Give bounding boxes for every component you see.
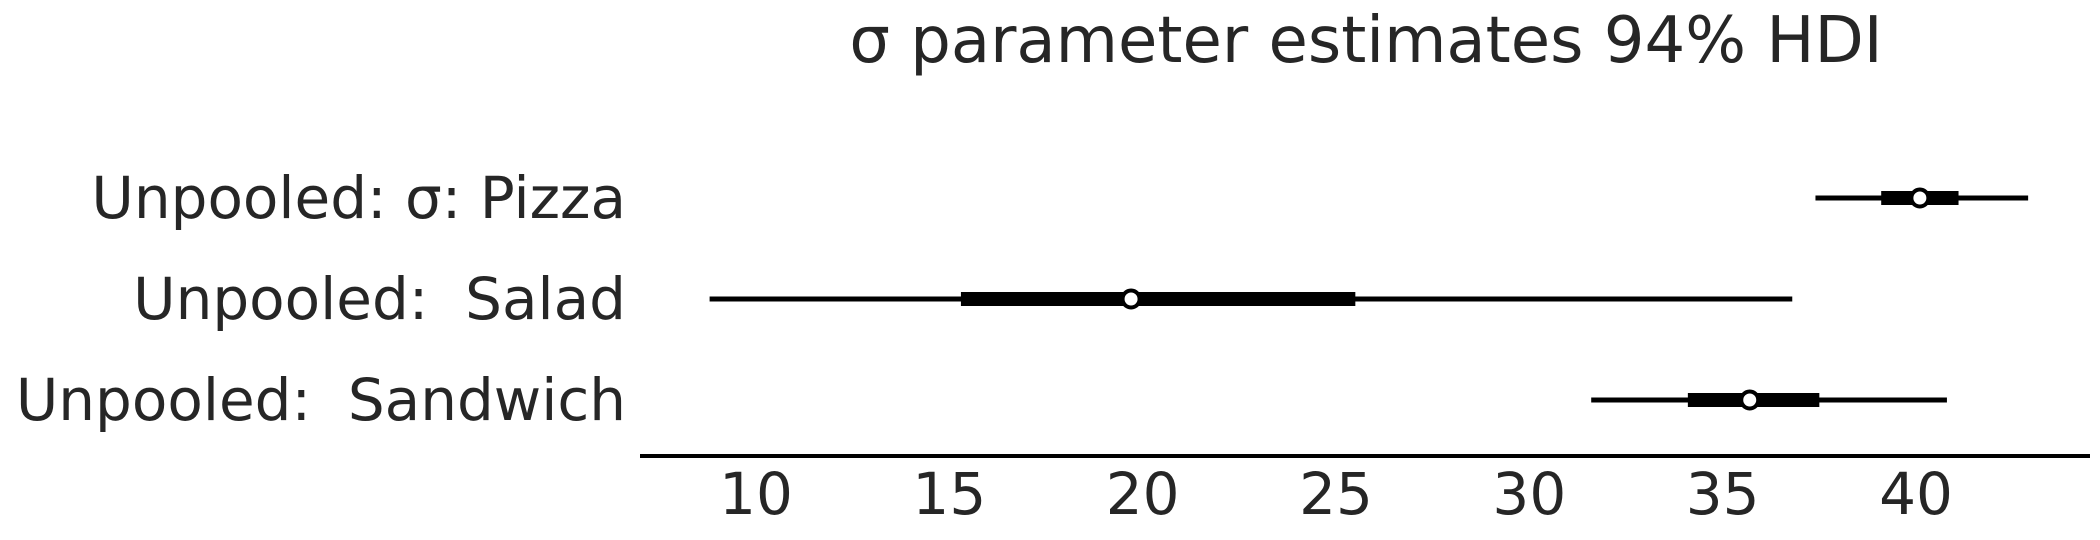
x-axis-ticks: 10 15 20 25 30 35 40: [719, 460, 1953, 528]
row-label: Unpooled: Salad: [133, 265, 626, 333]
row-label: Unpooled: σ: Pizza: [91, 164, 626, 232]
median-point: [1909, 187, 1931, 209]
median-point: [1120, 288, 1142, 310]
x-tick-label: 20: [1106, 460, 1180, 528]
x-tick-label: 35: [1686, 460, 1760, 528]
x-tick-label: 30: [1492, 460, 1566, 528]
x-tick-label: 10: [719, 460, 793, 528]
row-label: Unpooled: Sandwich: [16, 366, 626, 434]
rows-group: Unpooled: σ: Pizza Unpooled: Salad Unpoole…: [16, 164, 2029, 434]
forest-row: Unpooled: σ: Pizza: [91, 164, 2029, 232]
x-tick-label: 15: [912, 460, 986, 528]
forest-row: Unpooled: Sandwich: [16, 366, 1947, 434]
forest-row: Unpooled: Salad: [133, 265, 1793, 333]
median-point: [1739, 389, 1761, 411]
x-tick-label: 25: [1299, 460, 1373, 528]
chart-title: σ parameter estimates 94% HDI: [849, 4, 1882, 78]
x-tick-label: 40: [1879, 460, 1953, 528]
